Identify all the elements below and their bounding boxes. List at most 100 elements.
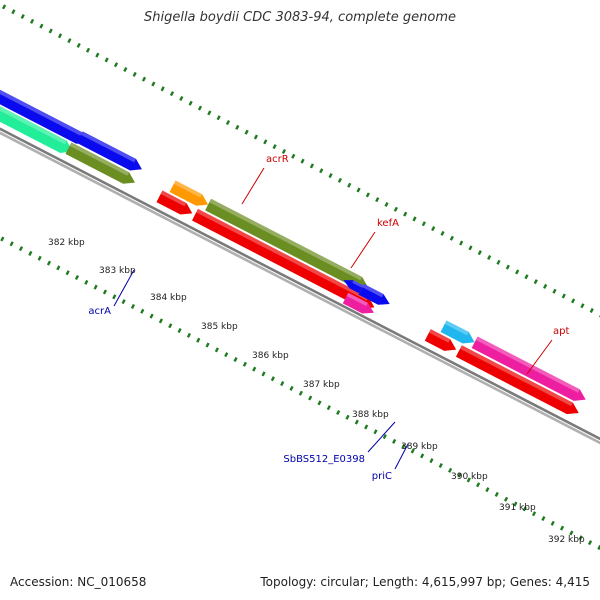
backbone-line (0, 127, 600, 441)
feature-acrR[interactable] (169, 180, 209, 206)
inner-tick-mark (0, 236, 5, 242)
outer-tick-mark (477, 250, 482, 256)
gene-label-acrR: acrR (266, 154, 289, 165)
outer-tick-mark (440, 230, 445, 236)
inner-tick-mark (112, 294, 117, 300)
outer-tick-mark (225, 120, 231, 126)
inner-tick-mark (308, 395, 313, 401)
outer-tick-mark (20, 14, 25, 20)
feature-arrow[interactable] (156, 190, 193, 215)
feature-kefA[interactable] (205, 198, 369, 289)
feature-acrA[interactable] (65, 142, 136, 184)
outer-tick-mark (244, 129, 249, 135)
feature-arrow[interactable] (343, 280, 364, 294)
outer-tick-mark (272, 144, 277, 150)
inner-tick-mark (37, 255, 42, 261)
tick-label: 389 kbp (401, 442, 438, 452)
outer-tick-mark (123, 67, 128, 73)
feature-arrow[interactable] (0, 45, 89, 144)
inner-tick-mark (177, 328, 182, 334)
label-leader-line (113, 269, 135, 307)
outer-tick-mark (393, 206, 398, 212)
outer-tick-ring (1, 4, 600, 318)
gene-label-SbBS512_E0398: SbBS512_E0398 (283, 454, 365, 465)
inner-tick-mark (504, 496, 509, 502)
tick-label: 383 kbp (99, 266, 136, 276)
feature-priC[interactable] (342, 292, 374, 314)
inner-tick-mark (252, 366, 257, 372)
outer-tick-mark (515, 269, 520, 275)
outer-tick-mark (132, 71, 137, 77)
outer-tick-mark (48, 28, 53, 34)
feature-arrow[interactable] (76, 131, 142, 171)
inner-tick-mark (205, 342, 210, 348)
feature-SbBS512_E0398[interactable] (358, 284, 390, 305)
inner-tick-mark (354, 419, 359, 425)
inner-tick-mark (74, 275, 80, 281)
outer-tick-mark (85, 47, 91, 53)
outer-tick-mark (207, 110, 212, 116)
outer-tick-mark (67, 38, 72, 44)
inner-tick-mark (476, 482, 481, 488)
outer-tick-mark (384, 201, 389, 207)
outer-tick-mark (421, 221, 426, 227)
outer-tick-mark (571, 298, 576, 304)
outer-tick-mark (291, 153, 296, 159)
outer-tick-mark (281, 148, 287, 154)
outer-tick-mark (253, 134, 259, 140)
outer-tick-mark (543, 283, 548, 289)
inner-tick-mark (149, 313, 154, 319)
tick-label: 392 kbp (548, 535, 585, 545)
inner-tick-mark (130, 303, 136, 309)
outer-tick-mark (365, 192, 370, 198)
inner-tick-mark (466, 477, 471, 483)
outer-tick-mark (356, 187, 361, 193)
tick-label: 386 kbp (252, 351, 289, 361)
outer-tick-mark (197, 105, 203, 111)
gene-label-apt: apt (553, 326, 569, 337)
map-title: Shigella boydii CDC 3083-94, complete ge… (143, 10, 457, 25)
outer-tick-mark (300, 158, 305, 164)
inner-tick-mark (401, 443, 406, 449)
inner-tick-mark (597, 544, 600, 550)
outer-tick-mark (459, 240, 464, 246)
feature-arrow[interactable] (455, 345, 579, 415)
inner-tick-mark (429, 458, 434, 464)
feature-arrow[interactable] (424, 329, 457, 351)
tick-label: 382 kbp (48, 238, 85, 248)
inner-tick-mark (18, 246, 24, 252)
feature-apt[interactable] (440, 320, 475, 344)
accession-text: Accession: NC_010658 (10, 575, 147, 589)
outer-tick-mark (309, 163, 314, 169)
outer-tick-mark (141, 76, 147, 82)
feature-arrow[interactable] (0, 58, 73, 153)
inner-tick-mark (326, 405, 331, 411)
inner-tick-mark (336, 409, 341, 415)
outer-tick-mark (188, 100, 193, 106)
feature-track (0, 45, 586, 415)
tick-label: 384 kbp (150, 293, 187, 303)
outer-tick-mark (11, 9, 16, 15)
outer-tick-mark (496, 259, 501, 265)
label-leader-line (350, 231, 376, 269)
outer-tick-mark (403, 211, 408, 217)
inner-tick-mark (270, 376, 275, 382)
outer-tick-mark (561, 293, 566, 299)
inner-tick-mark (280, 381, 285, 387)
outer-tick-mark (449, 235, 454, 241)
tick-label: 391 kbp (499, 503, 536, 513)
outer-tick-mark (375, 197, 380, 203)
outer-tick-mark (39, 23, 44, 29)
outer-tick-mark (57, 33, 63, 39)
label-leader-line (526, 339, 553, 375)
outer-tick-mark (160, 86, 165, 92)
feature-arrow[interactable] (191, 208, 375, 309)
inner-tick-mark (121, 299, 126, 305)
feature-arrow[interactable] (471, 336, 586, 401)
inner-tick-mark (420, 453, 425, 459)
outer-tick-mark (412, 216, 417, 222)
outer-tick-mark (319, 168, 324, 174)
inner-tick-mark (289, 385, 294, 391)
outer-tick-mark (169, 91, 175, 97)
